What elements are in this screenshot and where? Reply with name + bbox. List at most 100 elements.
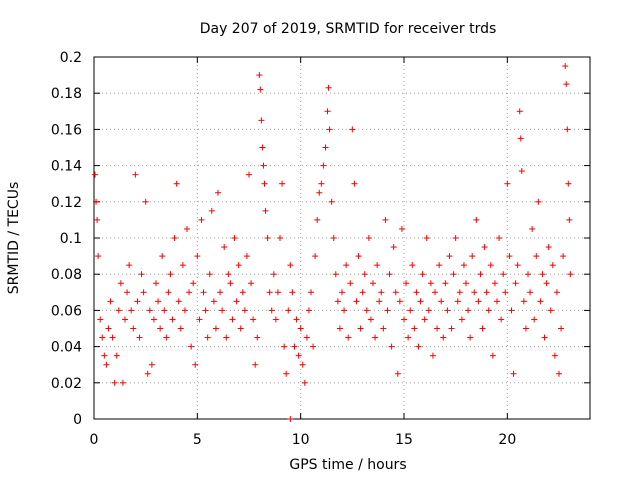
data-point <box>332 271 339 278</box>
data-point <box>128 307 135 314</box>
data-point <box>115 307 122 314</box>
data-point <box>502 289 509 296</box>
data-point <box>261 180 268 187</box>
data-point <box>231 235 238 241</box>
data-point <box>483 289 490 296</box>
data-point <box>250 316 257 323</box>
data-point <box>543 280 550 287</box>
data-point <box>522 325 529 332</box>
data-point <box>188 343 195 350</box>
data-point <box>563 81 570 88</box>
data-point <box>324 108 331 115</box>
data-point <box>481 244 488 251</box>
data-point <box>227 280 234 287</box>
data-point <box>132 171 139 178</box>
data-point <box>325 84 332 91</box>
data-point <box>516 108 523 115</box>
data-point <box>384 307 391 314</box>
data-point <box>531 316 538 323</box>
data-point <box>407 307 414 314</box>
data-point <box>432 289 438 296</box>
data-point <box>504 180 511 187</box>
data-point <box>196 316 203 323</box>
data-point <box>94 216 101 223</box>
data-point <box>380 325 387 332</box>
data-point <box>562 63 569 70</box>
data-point <box>413 289 420 296</box>
data-point <box>527 289 534 296</box>
data-point <box>299 361 306 368</box>
data-point <box>547 307 554 314</box>
data-point <box>558 325 565 332</box>
data-point <box>423 235 430 241</box>
data-point <box>498 316 505 323</box>
chart-title: Day 207 of 2019, SRMTID for receiver trd… <box>200 21 497 37</box>
data-point <box>454 298 461 305</box>
data-point <box>194 253 201 260</box>
data-point <box>378 289 385 296</box>
data-point <box>392 289 399 296</box>
data-point <box>258 117 265 124</box>
x-axis-label: GPS time / hours <box>289 457 406 473</box>
data-point <box>419 271 426 278</box>
data-point <box>119 379 126 386</box>
data-point <box>405 334 412 341</box>
y-tick-label: 0.02 <box>51 376 82 392</box>
data-point <box>564 126 571 133</box>
data-point <box>345 334 352 341</box>
data-point <box>336 325 343 332</box>
data-point <box>500 271 507 278</box>
data-point <box>175 298 182 305</box>
data-point <box>394 370 401 377</box>
data-point <box>312 253 319 260</box>
data-point <box>427 280 434 287</box>
data-point <box>142 198 149 205</box>
y-tick-label: 0.12 <box>51 195 82 211</box>
data-point <box>163 334 170 341</box>
data-point <box>512 280 519 287</box>
y-tick-label: 0 <box>73 412 82 428</box>
y-tick-label: 0.06 <box>51 303 82 319</box>
data-point <box>485 307 492 314</box>
data-point <box>417 298 424 305</box>
x-tick-label: 0 <box>90 432 99 448</box>
data-point <box>529 225 536 232</box>
data-point <box>359 289 366 296</box>
data-point <box>494 298 500 305</box>
data-point <box>208 207 215 214</box>
data-point <box>308 289 314 296</box>
y-tick-label: 0.14 <box>51 159 82 175</box>
data-point <box>533 253 540 260</box>
data-point <box>107 298 114 305</box>
y-tick-label: 0.2 <box>60 50 82 66</box>
data-point <box>157 325 164 332</box>
data-point <box>473 216 480 223</box>
data-point <box>310 343 317 350</box>
data-point <box>233 298 240 305</box>
data-point <box>382 216 389 223</box>
data-point <box>448 325 455 332</box>
data-point <box>241 307 248 314</box>
data-point <box>243 253 250 260</box>
data-point <box>148 361 155 368</box>
data-point <box>105 325 112 332</box>
data-point <box>126 262 133 269</box>
y-axis-label: SRMTID / TECUs <box>6 182 22 295</box>
data-point <box>246 171 252 178</box>
data-point <box>117 280 124 287</box>
data-points <box>92 63 574 422</box>
data-point <box>237 325 244 332</box>
data-point <box>239 289 246 296</box>
data-point <box>279 180 286 187</box>
data-point <box>560 253 567 260</box>
data-point <box>429 352 436 359</box>
data-point <box>367 316 374 323</box>
data-point <box>268 307 275 314</box>
data-point <box>539 271 546 278</box>
data-point <box>477 271 484 278</box>
data-point <box>401 316 407 323</box>
data-point <box>270 271 277 278</box>
data-point <box>425 307 432 314</box>
data-point <box>551 352 558 359</box>
